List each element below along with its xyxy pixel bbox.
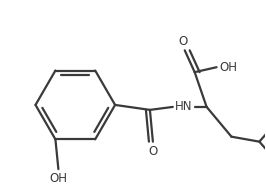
Text: O: O <box>148 145 157 158</box>
Text: O: O <box>178 35 187 48</box>
Text: OH: OH <box>49 172 67 185</box>
Text: HN: HN <box>175 100 192 113</box>
Text: OH: OH <box>219 61 238 74</box>
